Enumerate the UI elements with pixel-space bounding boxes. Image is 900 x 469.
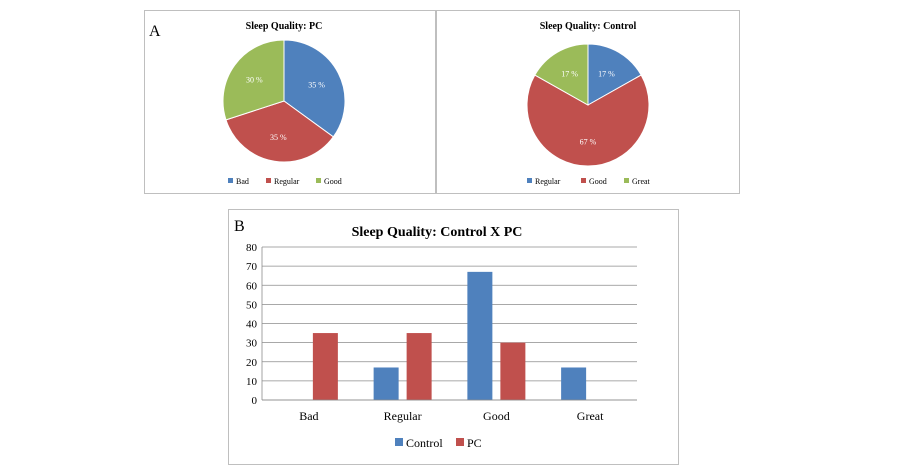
- y-tick-label: 40: [246, 319, 258, 331]
- y-tick-label: 80: [246, 242, 258, 254]
- legend-swatch: [624, 178, 629, 183]
- legend-swatch: [316, 178, 321, 183]
- legend-entry: PC: [467, 436, 482, 450]
- pie-slice-regular: [587, 43, 642, 106]
- bar-control-regular: [373, 367, 399, 400]
- chart-title: Sleep Quality: Control: [540, 21, 637, 32]
- pie-chart-control-panel: Sleep Quality: Control 17 % 67 % 17 % Regula…: [436, 10, 740, 194]
- legend-entry: Regular: [535, 177, 561, 186]
- legend-entry: Good: [589, 177, 607, 186]
- legend-swatch: [581, 178, 586, 183]
- y-tick-label: 0: [252, 395, 258, 407]
- bar-pc-good: [500, 342, 526, 400]
- pie-slice-bad: [283, 39, 346, 138]
- legend-swatch: [266, 178, 271, 183]
- x-tick-label: Regular: [384, 409, 422, 423]
- pie-slice-great: [534, 43, 589, 106]
- pie-slice-label: 35 %: [270, 133, 287, 142]
- bar-pc-regular: [406, 333, 432, 400]
- legend-entry: Good: [324, 177, 342, 186]
- y-tick-label: 70: [246, 261, 258, 273]
- x-tick-label: Good: [483, 409, 510, 423]
- pie-slice-label: 17 %: [561, 69, 578, 78]
- legend-entry: Bad: [236, 177, 249, 186]
- pie-slice-label: 30 %: [246, 75, 263, 84]
- pie-slice-good: [222, 39, 285, 121]
- pie-slice-label: 67 %: [580, 138, 597, 147]
- legend-entry: Great: [632, 177, 651, 186]
- pie-chart-control: Sleep Quality: Control 17 % 67 % 17 % Regula…: [526, 21, 651, 186]
- y-tick-label: 30: [246, 338, 258, 350]
- y-tick-label: 20: [246, 357, 258, 369]
- y-tick-label: 60: [246, 280, 258, 292]
- x-tick-label: Great: [577, 409, 604, 423]
- pie-slice-label: 17 %: [598, 69, 615, 78]
- pie-slice-label: 35 %: [308, 80, 325, 89]
- panel-label-b: B: [234, 218, 245, 235]
- y-tick-label: 10: [246, 376, 258, 388]
- legend-entry: Regular: [274, 177, 300, 186]
- bar-pc-bad: [312, 333, 338, 400]
- legend-swatch: [395, 438, 403, 446]
- legend-swatch: [527, 178, 532, 183]
- pie-chart-pc-panel: A Sleep Quality: PC 35 % 35 % 30 % Bad Regula…: [144, 10, 436, 194]
- y-tick-label: 50: [246, 299, 258, 311]
- x-tick-label: Bad: [299, 409, 318, 423]
- pie-chart-pc: Sleep Quality: PC 35 % 35 % 30 % Bad Regular G…: [222, 21, 346, 186]
- legend-swatch: [228, 178, 233, 183]
- legend-entry: Control: [406, 436, 443, 450]
- chart-title: Sleep Quality: Control X PC: [352, 225, 523, 240]
- pie-slice-good: [526, 74, 650, 167]
- bar-control-great: [561, 367, 587, 400]
- bar-chart-panel: B Sleep Quality: Control X PC 0 10 20 30 40 50…: [228, 209, 679, 465]
- legend-swatch: [456, 438, 464, 446]
- bar-control-good: [467, 271, 493, 400]
- bar-chart: Sleep Quality: Control X PC 0 10 20 30 40 50 60…: [246, 225, 637, 450]
- panel-label-a: A: [149, 23, 161, 40]
- pie-slice-regular: [225, 100, 335, 163]
- chart-title: Sleep Quality: PC: [246, 21, 323, 32]
